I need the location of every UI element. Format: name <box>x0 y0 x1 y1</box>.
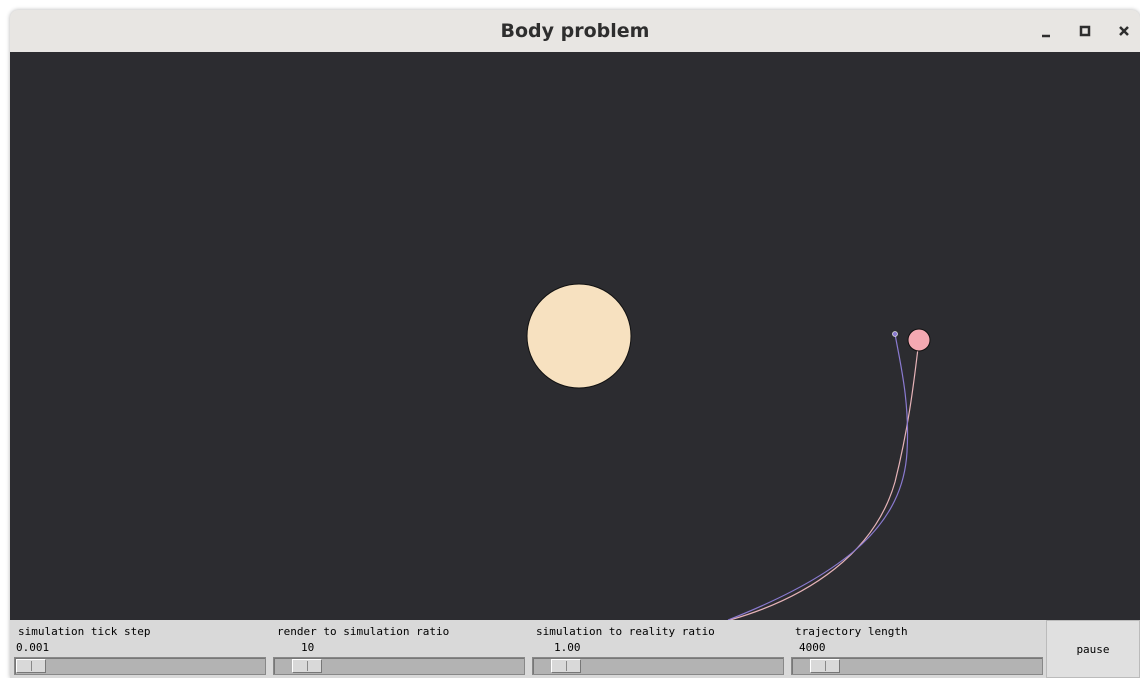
slider-track[interactable] <box>532 657 784 675</box>
slider-label: trajectory length <box>795 625 908 638</box>
slider-track[interactable] <box>273 657 525 675</box>
slider-label: simulation to reality ratio <box>536 625 715 638</box>
slider-group: trajectory length 4000 <box>789 620 1045 678</box>
window-title: Body problem <box>10 10 1140 52</box>
slider-value: 1.00 <box>554 641 581 654</box>
title-bar: Body problem <box>10 10 1140 53</box>
slider-thumb[interactable] <box>292 659 322 673</box>
simulation-canvas <box>10 52 1140 620</box>
body <box>527 284 631 388</box>
window: Body problem pause simulation tick step 0… <box>10 10 1140 678</box>
slider-thumb[interactable] <box>16 659 46 673</box>
slider-track[interactable] <box>14 657 266 675</box>
slider-group: simulation tick step 0.001 <box>12 620 268 678</box>
control-panel: pause simulation tick step 0.001 render to… <box>10 620 1140 678</box>
close-button[interactable] <box>1114 21 1134 41</box>
slider-value: 10 <box>301 641 314 654</box>
body <box>893 332 898 337</box>
slider-value: 0.001 <box>16 641 49 654</box>
slider-thumb[interactable] <box>551 659 581 673</box>
slider-label: simulation tick step <box>18 625 150 638</box>
pause-button[interactable]: pause <box>1046 620 1140 678</box>
page: Body problem pause simulation tick step 0… <box>0 0 1140 678</box>
slider-track[interactable] <box>791 657 1043 675</box>
body <box>908 329 930 351</box>
slider-group: render to simulation ratio 10 <box>271 620 527 678</box>
maximize-button[interactable] <box>1075 21 1095 41</box>
minimize-button[interactable] <box>1036 21 1056 41</box>
slider-group: simulation to reality ratio 1.00 <box>530 620 786 678</box>
slider-thumb[interactable] <box>810 659 840 673</box>
slider-label: render to simulation ratio <box>277 625 449 638</box>
slider-value: 4000 <box>799 641 826 654</box>
